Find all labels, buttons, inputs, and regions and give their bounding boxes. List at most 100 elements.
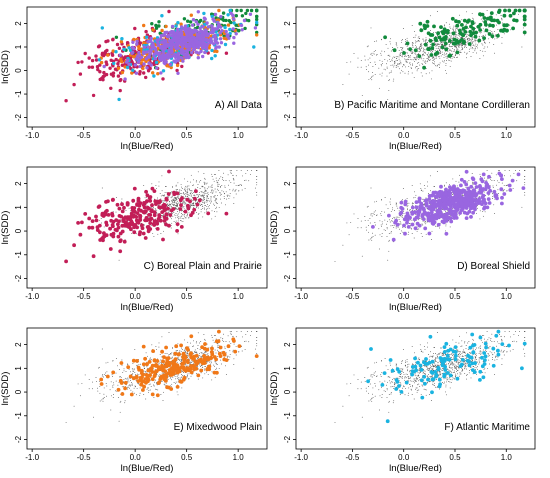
point-pacific: [488, 23, 492, 28]
background-point: [422, 190, 424, 192]
x-axis-label: ln(Blue/Red): [121, 302, 174, 313]
point-boreal_plain: [141, 231, 146, 236]
background-point: [439, 52, 441, 53]
background-point: [464, 38, 466, 40]
point-boreal_shield: [181, 59, 185, 63]
point-boreal_shield: [217, 45, 221, 49]
point-boreal_plain: [97, 223, 102, 228]
point-pacific: [422, 23, 427, 28]
background-point: [177, 233, 179, 235]
point-boreal_plain: [118, 88, 122, 93]
point-boreal_plain: [109, 232, 114, 237]
point-boreal_plain: [110, 211, 114, 216]
background-point: [187, 192, 189, 194]
background-point: [492, 32, 494, 34]
point-boreal_shield: [163, 43, 168, 47]
background-point: [192, 184, 194, 186]
background-point: [394, 217, 396, 219]
background-point: [384, 211, 386, 213]
background-point: [204, 182, 206, 184]
background-point: [475, 28, 476, 29]
x-tick-label: 0.5: [181, 292, 193, 301]
background-point: [178, 211, 180, 213]
background-point: [154, 208, 156, 210]
background-point: [408, 56, 410, 58]
background-point: [175, 221, 176, 223]
background-point: [185, 217, 187, 219]
background-point: [220, 176, 222, 178]
point-boreal_plain: [132, 225, 137, 230]
background-point: [220, 202, 222, 204]
background-point: [406, 198, 408, 200]
background-point: [238, 184, 240, 186]
background-point: [384, 59, 386, 61]
background-point: [176, 198, 178, 200]
point-boreal_shield: [124, 60, 129, 64]
background-point: [524, 176, 526, 177]
background-point: [204, 208, 206, 210]
point-pacific: [505, 28, 509, 33]
background-point: [418, 36, 420, 38]
background-point: [179, 189, 181, 191]
background-point: [423, 204, 425, 205]
background-point: [465, 23, 467, 25]
point-boreal_shield: [220, 29, 224, 33]
background-point: [446, 53, 448, 55]
x-tick-label: 0.0: [130, 292, 142, 301]
y-tick-label: -1: [14, 251, 23, 259]
background-point: [201, 195, 203, 197]
background-point: [375, 215, 377, 216]
background-point: [450, 49, 452, 51]
background-point: [454, 26, 456, 28]
background-point: [469, 38, 471, 40]
background-point: [396, 65, 398, 67]
background-point: [372, 66, 374, 67]
background-point: [413, 37, 415, 39]
background-point: [400, 222, 402, 224]
background-point: [457, 34, 459, 36]
background-point: [406, 37, 408, 39]
background-point: [385, 229, 386, 231]
background-point: [214, 195, 216, 197]
point-boreal_plain: [122, 239, 127, 244]
background-point: [421, 55, 423, 57]
background-point: [468, 37, 470, 39]
point-pacific: [447, 39, 452, 43]
background-point: [378, 228, 380, 230]
point-boreal_plain: [161, 203, 166, 208]
background-point: [175, 205, 177, 207]
background-point: [420, 57, 422, 59]
background-point: [167, 215, 169, 217]
point-atlantic: [154, 60, 159, 65]
point-boreal_plain: [178, 198, 183, 203]
point-boreal_shield: [152, 52, 156, 57]
x-tick-label: 1.0: [233, 131, 245, 140]
background-point: [401, 216, 403, 218]
background-point: [460, 44, 462, 46]
background-point: [416, 70, 418, 72]
background-point: [430, 30, 432, 31]
background-point: [177, 209, 179, 211]
background-point: [369, 238, 371, 240]
point-boreal_plain: [115, 202, 120, 207]
background-point: [433, 63, 435, 65]
background-point: [439, 47, 441, 49]
background-point: [405, 40, 407, 42]
background-point: [401, 39, 403, 41]
background-point: [364, 59, 366, 61]
point-boreal_plain: [104, 72, 109, 77]
background-point: [376, 200, 378, 202]
background-point: [492, 185, 494, 187]
background-point: [215, 201, 217, 203]
background-point: [383, 229, 385, 231]
point-pacific: [197, 20, 202, 24]
background-point: [459, 50, 461, 52]
point-boreal_shield: [136, 60, 141, 64]
background-point: [172, 199, 174, 201]
background-point: [161, 215, 163, 217]
point-pacific: [221, 11, 226, 15]
point-boreal_shield: [162, 33, 167, 37]
background-point: [197, 187, 199, 189]
background-point: [387, 47, 389, 49]
background-point: [502, 190, 504, 192]
